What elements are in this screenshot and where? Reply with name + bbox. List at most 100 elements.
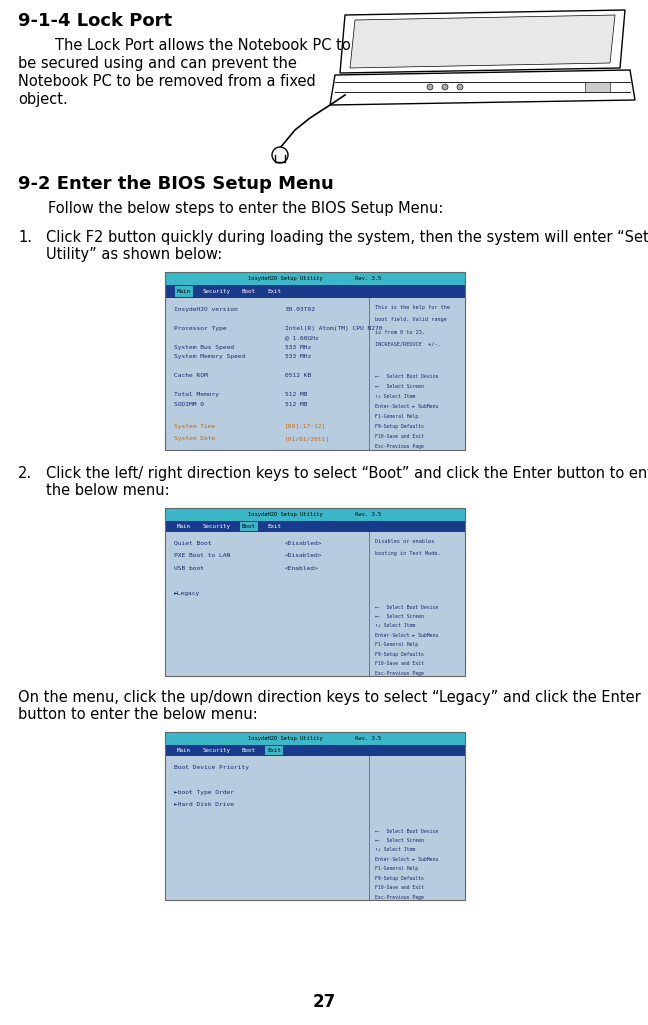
Text: Disables or enables: Disables or enables [375,539,434,544]
Text: 512 MB: 512 MB [285,393,308,398]
Text: 9-1-4 Lock Port: 9-1-4 Lock Port [18,12,172,30]
Bar [165,272,465,450]
Text: On the menu, click the up/down direction keys to select “Legacy” and click the E: On the menu, click the up/down direction… [18,690,641,705]
Text: ↔-  Select Screen: ↔- Select Screen [375,614,424,619]
Text: Exit: Exit [267,524,281,529]
Text: Processor Type: Processor Type [174,326,227,331]
Text: System Time: System Time [174,423,215,428]
Polygon shape [350,15,615,68]
Text: ►Legacy: ►Legacy [174,590,200,596]
Text: The Lock Port allows the Notebook PC to: The Lock Port allows the Notebook PC to [18,38,351,53]
Bar [165,508,465,521]
Text: ►boot Type Order: ►boot Type Order [174,790,234,794]
Text: Cache ROM: Cache ROM [174,373,208,378]
Text: USB boot: USB boot [174,566,204,571]
Text: ↔-  Select Screen: ↔- Select Screen [375,384,424,390]
Polygon shape [340,10,625,73]
Text: InsydeH2O Setup Utility          Rev. 3.5: InsydeH2O Setup Utility Rev. 3.5 [248,511,382,517]
Text: Notebook PC to be removed from a fixed: Notebook PC to be removed from a fixed [18,74,316,89]
Text: E0.03T02: E0.03T02 [285,306,315,312]
Text: Esc-Previous Page: Esc-Previous Page [375,445,424,449]
Text: Boot: Boot [242,524,256,529]
Text: Intel(R) Atom(TM) CPU N270: Intel(R) Atom(TM) CPU N270 [285,326,382,331]
Text: InsydeH2O Setup Utility          Rev. 3.5: InsydeH2O Setup Utility Rev. 3.5 [248,736,382,741]
Text: Security: Security [202,524,230,529]
Bar [265,745,283,755]
Text: Esc-Previous Page: Esc-Previous Page [375,670,424,675]
Text: Main: Main [177,748,191,753]
Text: Security: Security [202,289,230,294]
Bar [165,521,465,532]
Text: F1-General Help: F1-General Help [375,414,418,419]
Text: the below menu:: the below menu: [46,483,170,498]
Text: Follow the below steps to enter the BIOS Setup Menu:: Follow the below steps to enter the BIOS… [48,201,443,216]
Text: F1-General Help: F1-General Help [375,643,418,647]
Text: button to enter the below menu:: button to enter the below menu: [18,707,258,722]
Text: Exit: Exit [267,748,281,753]
Text: PXE Boot to LAN: PXE Boot to LAN [174,554,230,559]
Text: F9-Setup Defaults: F9-Setup Defaults [375,652,424,657]
Text: 1.: 1. [18,230,32,245]
Text: @ 1.60GHz: @ 1.60GHz [285,335,319,340]
Text: Boot Device Priority: Boot Device Priority [174,765,249,770]
Text: System Bus Speed: System Bus Speed [174,344,234,350]
Text: ↔-  Select Screen: ↔- Select Screen [375,838,424,843]
Text: This is the help for the: This is the help for the [375,304,450,310]
Text: F10-Save and Exit: F10-Save and Exit [375,886,424,890]
Circle shape [457,84,463,90]
Text: <Disabled>: <Disabled> [285,540,323,545]
Text: <Disabled>: <Disabled> [285,554,323,559]
Text: Main: Main [177,524,191,529]
Bar [585,82,610,92]
Text: InsydeH2O Setup Utility          Rev. 3.5: InsydeH2O Setup Utility Rev. 3.5 [248,276,382,281]
Bar [175,286,193,297]
Text: F1-General Help: F1-General Help [375,866,418,871]
Text: ►Hard Disk Drive: ►Hard Disk Drive [174,803,234,808]
Text: ↑↓ Select Item: ↑↓ Select Item [375,623,415,628]
Text: Enter-Select ► SubMenu: Enter-Select ► SubMenu [375,632,438,638]
Text: [00]:17:12]: [00]:17:12] [285,423,326,428]
Text: Esc-Previous Page: Esc-Previous Page [375,895,424,900]
Text: ←-  Select Boot Device: ←- Select Boot Device [375,374,438,379]
Text: 2.: 2. [18,466,32,481]
Text: System Memory Speed: System Memory Speed [174,355,245,360]
Text: Exit: Exit [267,289,281,294]
Text: F10-Save and Exit: F10-Save and Exit [375,435,424,440]
Text: 9-2 Enter the BIOS Setup Menu: 9-2 Enter the BIOS Setup Menu [18,175,334,193]
Circle shape [427,84,433,90]
Text: object.: object. [18,92,68,107]
Text: Enter-Select ► SubMenu: Enter-Select ► SubMenu [375,405,438,409]
Text: ←-  Select Boot Device: ←- Select Boot Device [375,605,438,610]
Text: Total Memory: Total Memory [174,393,219,398]
Text: InsydeH2O version: InsydeH2O version [174,306,238,312]
Text: F9-Setup Defaults: F9-Setup Defaults [375,875,424,880]
Text: boot field. Valid range: boot field. Valid range [375,317,447,322]
Text: [01/01/2011]: [01/01/2011] [285,436,330,441]
Bar [165,272,465,285]
Text: ←-  Select Boot Device: ←- Select Boot Device [375,828,438,833]
Text: 533 MHz: 533 MHz [285,355,311,360]
Text: Boot: Boot [242,289,256,294]
Bar [165,744,465,756]
Bar [165,508,465,676]
Bar [165,298,465,450]
Text: ↑↓ Select Item: ↑↓ Select Item [375,848,415,853]
Text: Quiet Boot: Quiet Boot [174,540,211,545]
Text: F9-Setup Defaults: F9-Setup Defaults [375,424,424,429]
Text: Security: Security [202,748,230,753]
Bar [165,756,465,900]
Text: <Enabled>: <Enabled> [285,566,319,571]
Text: is from 0 to 23.: is from 0 to 23. [375,330,425,334]
Bar [165,732,465,744]
Text: 0512 KB: 0512 KB [285,373,311,378]
Bar [165,285,465,298]
Bar [240,522,258,531]
Text: ↑↓ Select Item: ↑↓ Select Item [375,395,415,400]
Text: booting in Text Mode.: booting in Text Mode. [375,551,441,557]
Text: Boot: Boot [242,748,256,753]
Bar [165,532,465,676]
Text: Utility” as shown below:: Utility” as shown below: [46,247,222,262]
Text: System Date: System Date [174,436,215,441]
Text: Click F2 button quickly during loading the system, then the system will enter “S: Click F2 button quickly during loading t… [46,230,648,245]
Text: SODIMM 0: SODIMM 0 [174,402,204,407]
